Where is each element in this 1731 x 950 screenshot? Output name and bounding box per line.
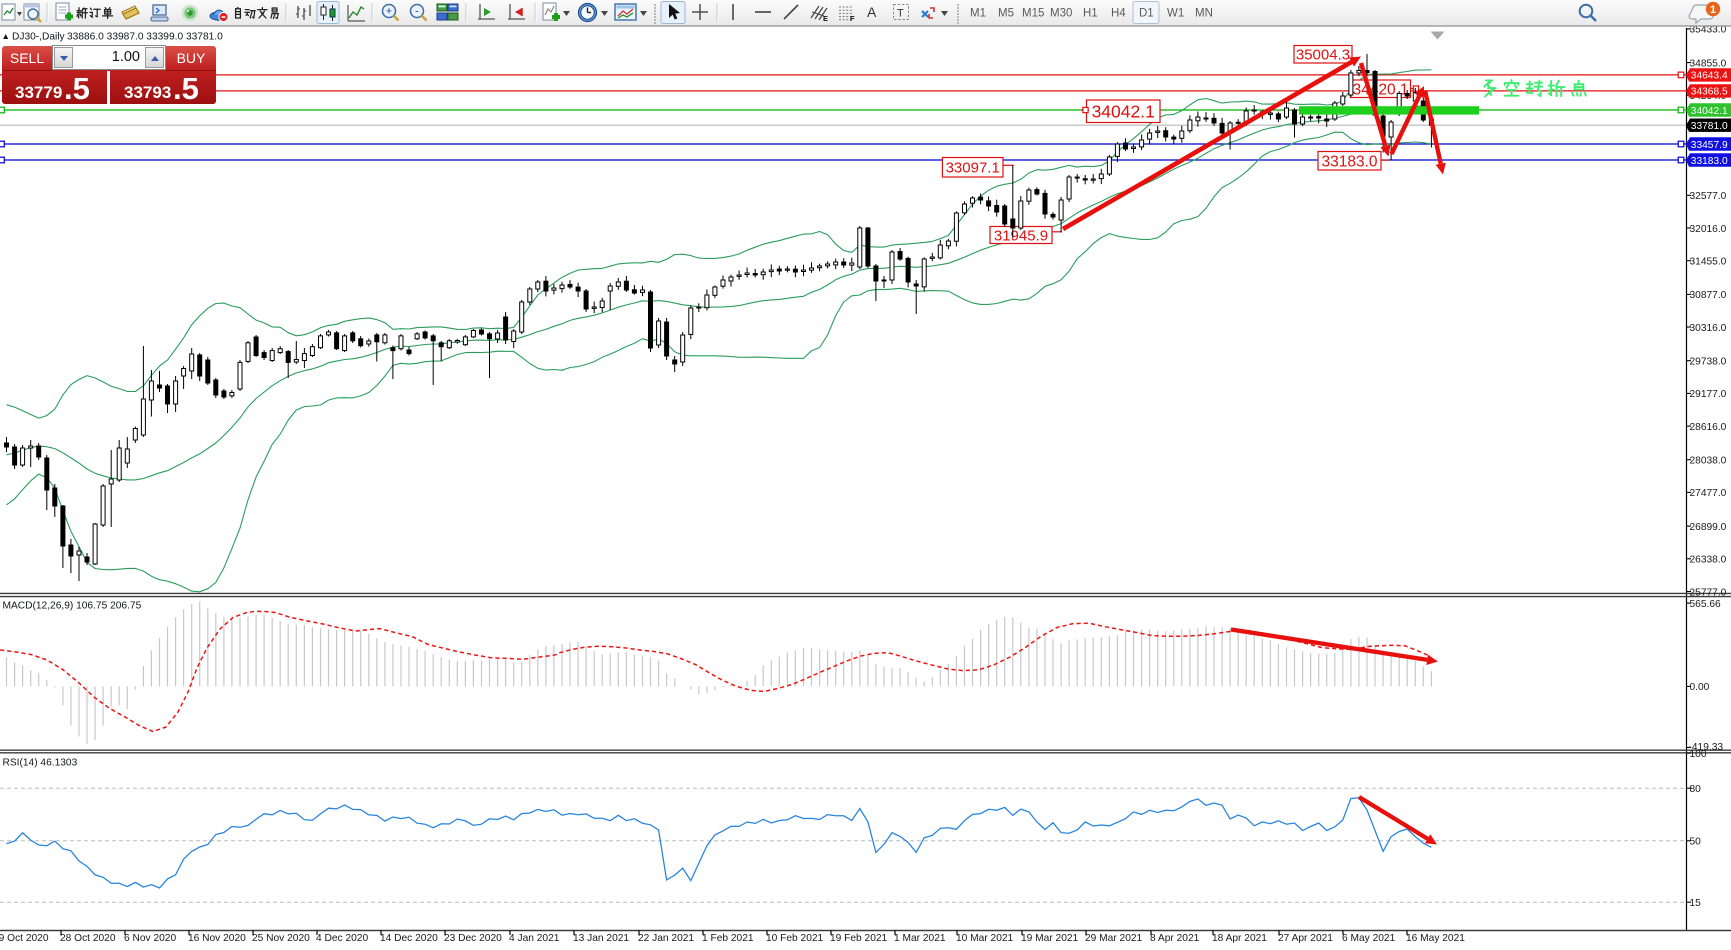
svg-text:1 Feb 2021: 1 Feb 2021 xyxy=(702,933,754,944)
svg-text:10 Feb 2021: 10 Feb 2021 xyxy=(766,933,824,944)
svg-text:100: 100 xyxy=(1690,749,1707,760)
svg-text:33886.0 33987.0 33399.0 33781.: 33886.0 33987.0 33399.0 33781.0 xyxy=(67,32,223,43)
svg-text:565.66: 565.66 xyxy=(1690,599,1721,610)
svg-text:25777.0: 25777.0 xyxy=(1690,587,1727,598)
svg-text:32577.0: 32577.0 xyxy=(1690,191,1727,202)
svg-text:18 Apr 2021: 18 Apr 2021 xyxy=(1212,933,1267,944)
svg-text:34368.5: 34368.5 xyxy=(1691,87,1728,98)
svg-text:16 May 2021: 16 May 2021 xyxy=(1406,933,1465,944)
svg-text:0.00: 0.00 xyxy=(1690,682,1710,693)
svg-text:F: F xyxy=(850,14,855,23)
svg-text:A: A xyxy=(867,4,877,20)
svg-text:27477.0: 27477.0 xyxy=(1690,488,1727,499)
svg-text:16 Nov 2020: 16 Nov 2020 xyxy=(188,933,246,944)
svg-text:28616.0: 28616.0 xyxy=(1690,422,1727,433)
svg-text:34042.1: 34042.1 xyxy=(1691,106,1728,117)
svg-text:1: 1 xyxy=(1710,4,1716,16)
svg-text:8 Apr 2021: 8 Apr 2021 xyxy=(1150,933,1200,944)
svg-text:19 Mar 2021: 19 Mar 2021 xyxy=(1021,933,1079,944)
svg-text:M15: M15 xyxy=(1022,8,1044,20)
svg-text:23 Dec 2020: 23 Dec 2020 xyxy=(444,933,502,944)
svg-text:MACD(12,26,9) 106.75 206.75: MACD(12,26,9) 106.75 206.75 xyxy=(3,601,142,612)
svg-text:D1: D1 xyxy=(1139,8,1154,20)
svg-text:MN: MN xyxy=(1195,8,1213,20)
svg-text:34042.1: 34042.1 xyxy=(1092,102,1155,122)
svg-text:22 Jan 2021: 22 Jan 2021 xyxy=(638,933,694,944)
svg-text:29738.0: 29738.0 xyxy=(1690,357,1727,368)
svg-text:M30: M30 xyxy=(1050,8,1072,20)
svg-text:34643.4: 34643.4 xyxy=(1691,71,1728,82)
svg-text:25 Nov 2020: 25 Nov 2020 xyxy=(252,933,310,944)
svg-text:30316.0: 30316.0 xyxy=(1690,323,1727,334)
svg-text:29 Mar 2021: 29 Mar 2021 xyxy=(1085,933,1143,944)
svg-text:DJ30-,Daily: DJ30-,Daily xyxy=(12,32,66,43)
svg-text:E: E xyxy=(823,14,828,23)
svg-text:28 Oct 2020: 28 Oct 2020 xyxy=(60,933,116,944)
svg-text:19 Feb 2021: 19 Feb 2021 xyxy=(830,933,888,944)
svg-text:6 Nov 2020: 6 Nov 2020 xyxy=(124,933,176,944)
svg-text:H1: H1 xyxy=(1083,8,1098,20)
svg-text:33097.1: 33097.1 xyxy=(946,160,1000,177)
svg-text:14 Dec 2020: 14 Dec 2020 xyxy=(380,933,438,944)
svg-text:1 Mar 2021: 1 Mar 2021 xyxy=(894,933,946,944)
svg-text:30877.0: 30877.0 xyxy=(1690,290,1727,301)
svg-text:26899.0: 26899.0 xyxy=(1690,522,1727,533)
svg-text:34855.0: 34855.0 xyxy=(1690,58,1727,69)
svg-text:6 May 2021: 6 May 2021 xyxy=(1342,933,1396,944)
svg-text:19 Oct 2020: 19 Oct 2020 xyxy=(0,933,49,944)
svg-text:4 Jan 2021: 4 Jan 2021 xyxy=(509,933,560,944)
svg-text:33457.9: 33457.9 xyxy=(1691,140,1728,151)
svg-text:H4: H4 xyxy=(1111,8,1126,20)
svg-text:T: T xyxy=(897,8,904,20)
svg-text:M5: M5 xyxy=(998,8,1014,20)
svg-text:W1: W1 xyxy=(1167,8,1184,20)
svg-text:50: 50 xyxy=(1690,837,1702,848)
svg-text:RSI(14) 46.1303: RSI(14) 46.1303 xyxy=(3,758,78,769)
svg-text:33183.0: 33183.0 xyxy=(1321,153,1377,170)
svg-text:32016.0: 32016.0 xyxy=(1690,224,1727,235)
svg-text:15: 15 xyxy=(1690,898,1702,909)
svg-text:▲: ▲ xyxy=(2,31,10,41)
svg-text:4 Dec 2020: 4 Dec 2020 xyxy=(316,933,368,944)
svg-text:29177.0: 29177.0 xyxy=(1690,389,1727,400)
svg-text:28038.0: 28038.0 xyxy=(1690,456,1727,467)
svg-text:M1: M1 xyxy=(970,8,986,20)
svg-text:-: - xyxy=(415,6,419,18)
svg-text:10 Mar 2021: 10 Mar 2021 xyxy=(956,933,1014,944)
svg-text:33183.0: 33183.0 xyxy=(1691,156,1728,167)
svg-text:31455.0: 31455.0 xyxy=(1690,257,1727,268)
svg-text:27 Apr 2021: 27 Apr 2021 xyxy=(1278,933,1333,944)
svg-text:33781.0: 33781.0 xyxy=(1691,121,1728,132)
svg-text:+: + xyxy=(386,6,392,18)
svg-text:13 Jan 2021: 13 Jan 2021 xyxy=(573,933,629,944)
svg-text:35004.3: 35004.3 xyxy=(1296,47,1350,64)
svg-text:80: 80 xyxy=(1690,784,1702,795)
svg-text:26338.0: 26338.0 xyxy=(1690,555,1727,566)
